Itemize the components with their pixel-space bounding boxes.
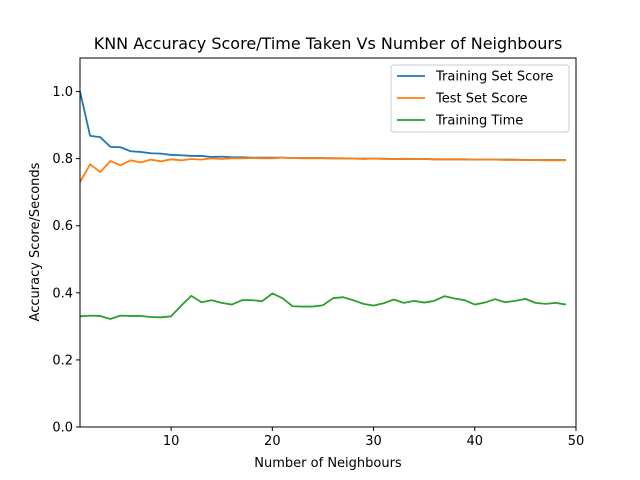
series-line-training-time xyxy=(79,292,567,320)
legend-label-test-set-score: Test Set Score xyxy=(435,92,528,107)
x-tick-label: 10 xyxy=(163,434,180,449)
y-axis-title: Accuracy Score/Seconds xyxy=(28,162,43,321)
legend-label-training-set-score: Training Set Score xyxy=(435,70,553,85)
y-axis-ticks: 0.0 0.2 0.4 0.6 0.8 1.0 xyxy=(52,85,80,436)
chart-title: KNN Accuracy Score/Time Taken Vs Number … xyxy=(94,34,563,53)
x-tick-label: 40 xyxy=(467,434,484,449)
plot-frame xyxy=(79,57,577,428)
legend-box xyxy=(390,64,570,133)
x-tick-label: 50 xyxy=(568,434,585,449)
legend-label-training-time: Training Time xyxy=(435,114,523,129)
x-axis-ticks: 10 20 30 40 50 xyxy=(163,427,584,449)
y-tick-label: 1.0 xyxy=(52,85,73,100)
x-tick-label: 20 xyxy=(264,434,281,449)
y-tick-label: 0.4 xyxy=(52,286,73,301)
y-tick-label: 0.2 xyxy=(52,353,73,368)
y-tick-label: 0.6 xyxy=(52,219,73,234)
y-tick-label: 0.0 xyxy=(52,421,73,436)
x-tick-label: 30 xyxy=(365,434,382,449)
series-line-test-set-score xyxy=(79,156,566,183)
legend: Training Set Score Test Set Score Training… xyxy=(390,64,570,133)
y-tick-label: 0.8 xyxy=(52,152,73,167)
series-layer xyxy=(79,91,567,320)
x-axis-title: Number of Neighbours xyxy=(254,456,402,471)
